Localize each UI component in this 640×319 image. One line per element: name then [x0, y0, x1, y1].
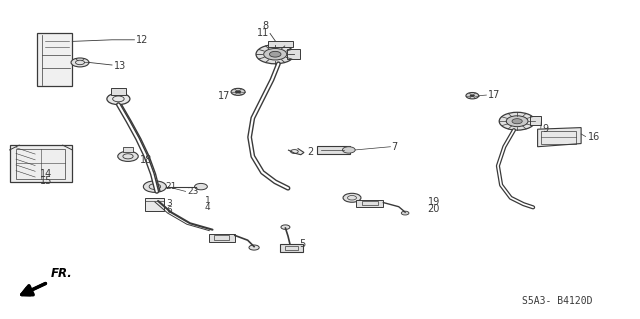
Text: 9: 9	[542, 124, 548, 134]
Text: 18: 18	[140, 155, 152, 165]
Text: 5: 5	[300, 239, 306, 249]
Circle shape	[466, 93, 479, 99]
Circle shape	[343, 193, 361, 202]
Bar	[111, 88, 126, 95]
Bar	[285, 246, 298, 250]
Bar	[280, 244, 303, 252]
Text: 16: 16	[588, 131, 600, 142]
Text: 17: 17	[218, 91, 230, 101]
Text: 6: 6	[166, 206, 172, 215]
Circle shape	[249, 245, 259, 250]
Text: S5A3- B4120D: S5A3- B4120D	[522, 296, 592, 307]
Circle shape	[195, 183, 207, 190]
Text: 1: 1	[205, 197, 211, 205]
Text: 8: 8	[262, 21, 269, 31]
Bar	[123, 147, 133, 152]
Text: 19: 19	[428, 197, 440, 207]
Circle shape	[342, 147, 355, 153]
Circle shape	[512, 119, 522, 124]
Polygon shape	[288, 148, 304, 155]
Circle shape	[231, 88, 245, 95]
Text: 4: 4	[205, 204, 211, 212]
Circle shape	[264, 48, 287, 60]
Bar	[268, 41, 293, 47]
Text: 2: 2	[307, 147, 314, 158]
Circle shape	[71, 58, 89, 67]
Circle shape	[281, 225, 290, 229]
Text: 20: 20	[428, 204, 440, 214]
Bar	[362, 201, 378, 205]
Bar	[16, 149, 65, 179]
Circle shape	[470, 94, 475, 97]
Circle shape	[235, 90, 241, 93]
Text: FR.: FR.	[51, 267, 73, 280]
Text: 7: 7	[392, 142, 398, 152]
Bar	[541, 131, 576, 144]
Text: 15: 15	[40, 176, 52, 186]
Circle shape	[118, 151, 138, 161]
Bar	[145, 198, 164, 211]
Bar	[530, 116, 541, 125]
Text: 23: 23	[188, 187, 199, 196]
Circle shape	[256, 45, 294, 64]
Bar	[317, 146, 350, 154]
Bar	[37, 33, 72, 86]
Text: 14: 14	[40, 169, 52, 179]
Circle shape	[506, 116, 528, 127]
Polygon shape	[538, 128, 581, 147]
Text: 12: 12	[136, 35, 148, 45]
Bar	[356, 200, 383, 207]
Text: 17: 17	[488, 90, 500, 100]
Circle shape	[107, 93, 130, 105]
Text: 11: 11	[257, 27, 269, 38]
Text: 13: 13	[114, 61, 126, 70]
Circle shape	[269, 51, 281, 57]
Circle shape	[143, 181, 166, 192]
Bar	[10, 145, 72, 182]
Bar	[214, 235, 229, 240]
Text: 3: 3	[166, 199, 172, 208]
Bar	[287, 49, 300, 59]
Circle shape	[499, 112, 535, 130]
Circle shape	[401, 211, 409, 215]
Text: 21: 21	[165, 182, 177, 191]
Bar	[209, 234, 235, 242]
